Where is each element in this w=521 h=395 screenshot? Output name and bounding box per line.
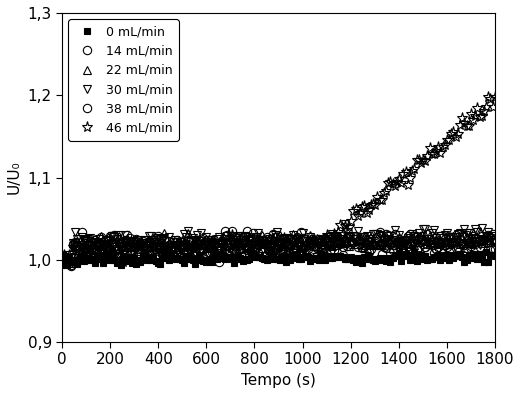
38 mL/min (59, 258, 65, 263)
46 mL/min (455, 132, 461, 136)
46 mL/min (140, 246, 146, 251)
Line: 46 mL/min: 46 mL/min (57, 92, 500, 269)
Legend: 0 mL/min, 14 mL/min, 22 mL/min, 30 mL/min, 38 mL/min, 46 mL/min: 0 mL/min, 14 mL/min, 22 mL/min, 30 mL/mi… (68, 19, 179, 141)
46 mL/min (492, 95, 498, 100)
0 mL/min (59, 263, 65, 267)
Line: 14 mL/min: 14 mL/min (58, 227, 499, 269)
0 mL/min (85, 256, 91, 261)
30 mL/min (459, 235, 465, 240)
14 mL/min (88, 250, 94, 255)
0 mL/min (142, 252, 148, 257)
30 mL/min (342, 221, 348, 226)
14 mL/min (79, 248, 85, 253)
22 mL/min (88, 240, 94, 245)
0 mL/min (457, 252, 463, 256)
14 mL/min (177, 249, 183, 254)
38 mL/min (222, 229, 228, 233)
14 mL/min (459, 241, 465, 246)
14 mL/min (59, 254, 65, 259)
30 mL/min (177, 240, 183, 245)
46 mL/min (470, 118, 476, 123)
Line: 38 mL/min: 38 mL/min (58, 227, 499, 270)
Line: 0 mL/min: 0 mL/min (59, 249, 498, 268)
22 mL/min (142, 244, 148, 248)
22 mL/min (477, 228, 483, 233)
30 mL/min (88, 235, 94, 240)
46 mL/min (77, 252, 83, 257)
14 mL/min (142, 253, 148, 258)
30 mL/min (61, 259, 67, 264)
14 mL/min (492, 246, 498, 251)
22 mL/min (59, 252, 65, 256)
22 mL/min (492, 237, 498, 241)
46 mL/min (85, 249, 91, 254)
38 mL/min (79, 229, 85, 234)
22 mL/min (79, 246, 85, 251)
22 mL/min (68, 261, 74, 265)
22 mL/min (177, 239, 183, 243)
30 mL/min (474, 229, 480, 234)
38 mL/min (88, 239, 94, 243)
22 mL/min (472, 240, 478, 245)
Line: 22 mL/min: 22 mL/min (58, 227, 499, 267)
30 mL/min (142, 238, 148, 243)
38 mL/min (492, 240, 498, 245)
46 mL/min (174, 242, 180, 246)
30 mL/min (492, 239, 498, 244)
14 mL/min (474, 237, 480, 242)
14 mL/min (68, 262, 74, 267)
0 mL/min (472, 254, 478, 259)
X-axis label: Tempo (s): Tempo (s) (241, 373, 316, 388)
38 mL/min (474, 237, 480, 241)
38 mL/min (142, 240, 148, 245)
38 mL/min (177, 243, 183, 248)
22 mL/min (457, 242, 463, 246)
0 mL/min (118, 263, 124, 267)
30 mL/min (59, 253, 65, 258)
14 mL/min (229, 228, 235, 233)
0 mL/min (483, 249, 489, 254)
30 mL/min (79, 235, 85, 239)
0 mL/min (77, 255, 83, 260)
0 mL/min (177, 257, 183, 262)
46 mL/min (59, 261, 65, 266)
38 mL/min (459, 233, 465, 238)
Line: 30 mL/min: 30 mL/min (58, 220, 499, 265)
Y-axis label: U/U₀: U/U₀ (7, 161, 22, 194)
0 mL/min (492, 254, 498, 259)
38 mL/min (68, 263, 74, 268)
